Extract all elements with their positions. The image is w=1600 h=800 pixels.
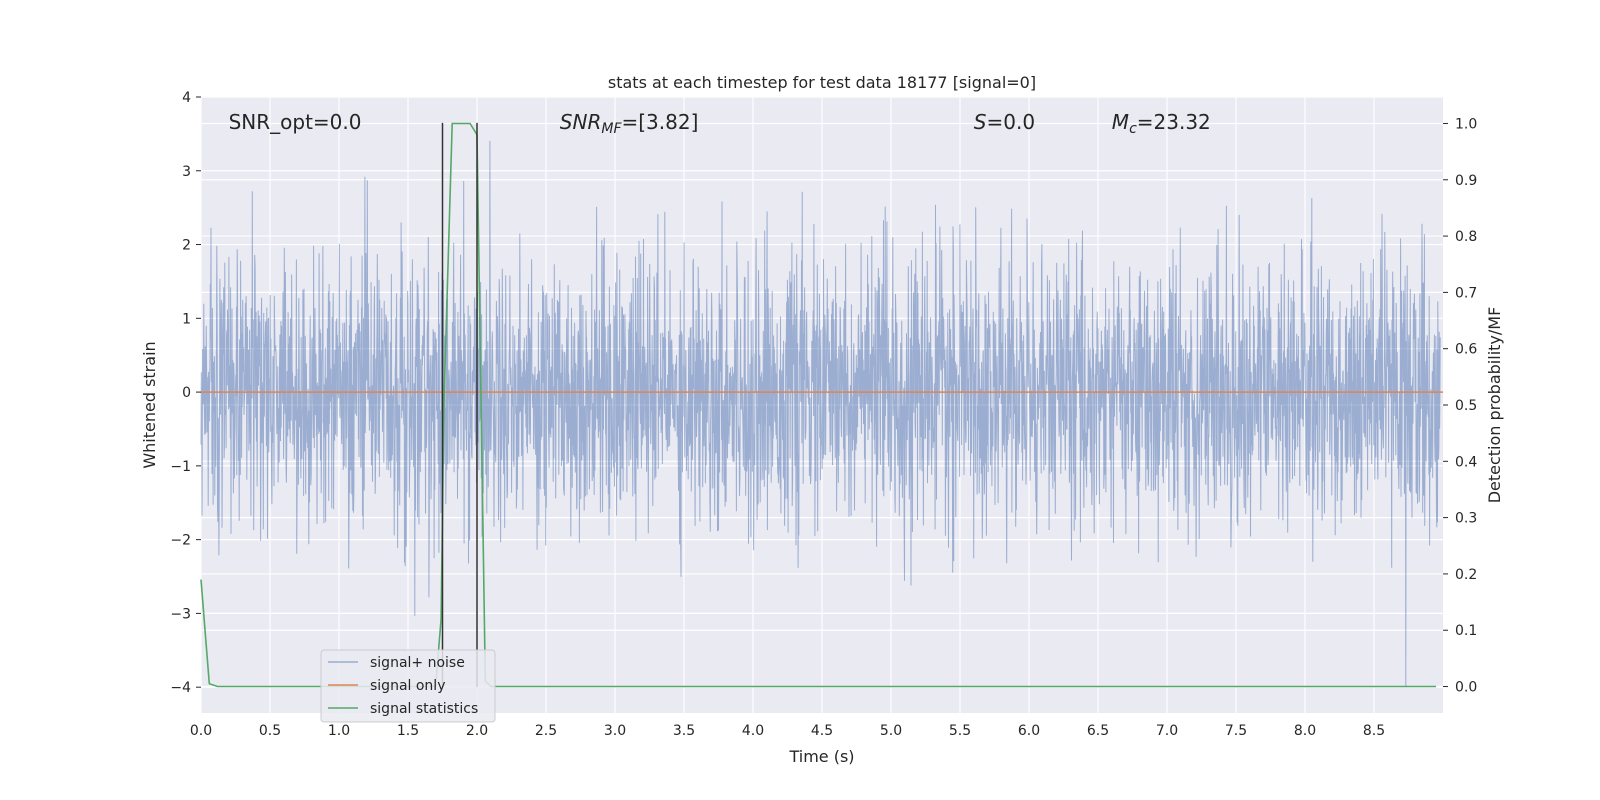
y-left-tick-label-2: −2 <box>170 533 191 549</box>
x-tick-label-7: 3.5 <box>673 723 695 739</box>
chart-title: stats at each timestep for test data 181… <box>608 73 1036 92</box>
series-signal-statistics-line <box>200 122 1437 688</box>
x-tick-label-16: 8.0 <box>1294 723 1316 739</box>
legend-box <box>320 649 496 723</box>
x-tick-label-12: 6.0 <box>1018 723 1040 739</box>
y-left-tick-label-6: 2 <box>182 238 191 254</box>
series-signal-noise-line <box>200 140 1441 688</box>
y-right-tick-label-10: 1.0 <box>1455 116 1477 132</box>
y-axis-right-label: Detection probability/MF <box>1485 307 1504 504</box>
x-tick-label-6: 3.0 <box>604 723 626 739</box>
y-axis-left-ticks: −4 −3 −2 −1 0 1 2 3 4 <box>170 90 201 696</box>
y-right-tick-label-1: 0.1 <box>1455 623 1477 639</box>
x-tick-label-3: 1.5 <box>397 723 419 739</box>
x-tick-label-1: 0.5 <box>259 723 281 739</box>
y-right-tick-label-2: 0.2 <box>1455 567 1477 583</box>
y-right-tick-label-6: 0.6 <box>1455 342 1477 358</box>
x-tick-label-10: 5.0 <box>880 723 902 739</box>
annotation-3: Mc=23.32 <box>1112 110 1211 137</box>
y-axis-left-label: Whitened strain <box>140 341 159 468</box>
annotation-2: S=0.0 <box>974 110 1035 134</box>
y-right-tick-label-8: 0.8 <box>1455 229 1477 245</box>
x-tick-label-5: 2.5 <box>535 723 557 739</box>
y-left-tick-label-5: 1 <box>182 311 191 327</box>
vertical-markers <box>441 122 478 688</box>
y-left-tick-label-8: 4 <box>182 90 191 106</box>
x-tick-label-14: 7.0 <box>1156 723 1178 739</box>
x-tick-label-4: 2.0 <box>466 723 488 739</box>
y-right-tick-label-7: 0.7 <box>1455 285 1477 301</box>
x-tick-label-11: 5.5 <box>949 723 971 739</box>
legend-entry-noise: signal+ noise <box>370 655 465 671</box>
annotation-0: SNR_opt=0.0 <box>229 110 362 134</box>
y-left-tick-label-4: 0 <box>182 385 191 401</box>
y-right-tick-label-0: 0.0 <box>1455 680 1477 696</box>
y-right-tick-label-4: 0.4 <box>1455 454 1477 470</box>
y-left-tick-label-0: −4 <box>170 680 191 696</box>
y-right-tick-label-5: 0.5 <box>1455 398 1477 414</box>
y-left-tick-label-1: −3 <box>170 606 191 622</box>
x-axis-ticks: 0.0 0.5 1.0 1.5 2.0 2.5 3.0 3.5 4.0 4.5 5.0 5.5 6.0 6… <box>190 723 1385 739</box>
line-series <box>200 122 1443 688</box>
y-left-tick-label-7: 3 <box>182 164 191 180</box>
y-axis-right-ticks: 0.0 0.1 0.2 0.3 0.4 0.5 0.6 0.7 0.8 0.9 1.0 <box>1443 116 1477 696</box>
x-tick-label-2: 1.0 <box>328 723 350 739</box>
x-tick-label-0: 0.0 <box>190 723 212 739</box>
x-axis-label: Time (s) <box>788 747 854 766</box>
legend: signal+ noise signal only signal statist… <box>320 649 496 723</box>
annotation-1: SNRMF=[3.82] <box>560 110 699 137</box>
y-right-tick-label-3: 0.3 <box>1455 511 1477 527</box>
y-left-tick-label-3: −1 <box>170 459 191 475</box>
annotations: SNR_opt=0.0 SNRMF=[3.82] S=0.0 Mc=23.32 <box>229 110 1211 137</box>
signal-noise-series <box>200 140 1441 688</box>
x-tick-label-15: 7.5 <box>1225 723 1247 739</box>
x-tick-label-9: 4.5 <box>811 723 833 739</box>
legend-entry-statistics: signal statistics <box>370 701 478 717</box>
x-tick-label-13: 6.5 <box>1087 723 1109 739</box>
x-tick-label-8: 4.0 <box>742 723 764 739</box>
y-right-tick-label-9: 0.9 <box>1455 173 1477 189</box>
legend-entry-signal: signal only <box>370 678 445 694</box>
x-tick-label-17: 8.5 <box>1363 723 1385 739</box>
